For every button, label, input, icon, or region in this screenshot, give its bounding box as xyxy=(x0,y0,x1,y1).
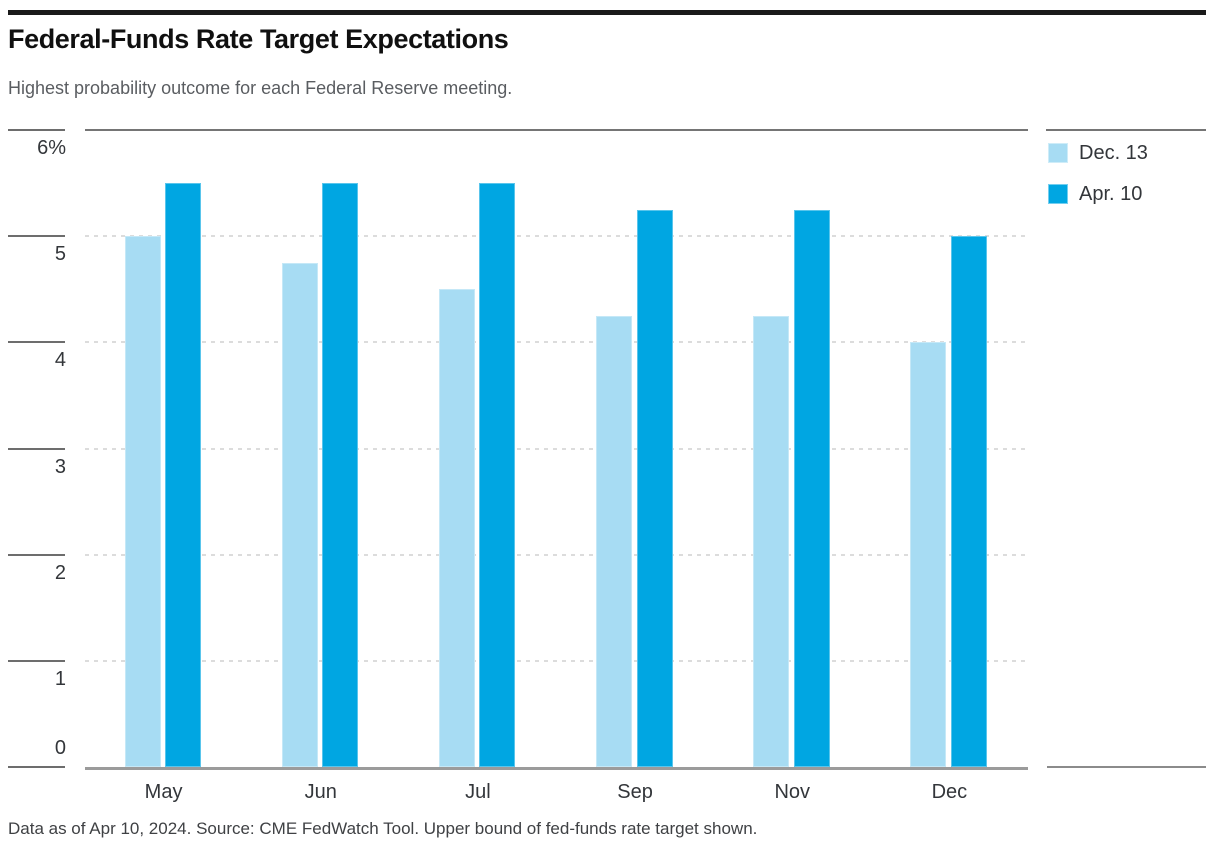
chart-title: Federal-Funds Rate Target Expectations xyxy=(8,24,509,54)
bar-dec13-jul xyxy=(438,289,475,767)
legend-top-rule xyxy=(1046,129,1206,131)
y-tick-label-5: 5 xyxy=(54,243,66,266)
bar-dec13-dec xyxy=(910,342,947,767)
y-tick-label-1: 1 xyxy=(54,667,66,690)
x-axis-label-jun: Jun xyxy=(304,781,337,803)
y-tick-label-0: 0 xyxy=(54,737,66,759)
legend-item-dec13: Dec. 13 xyxy=(1048,142,1148,164)
legend-swatch-dec13 xyxy=(1048,143,1068,163)
x-axis-label-may: May xyxy=(144,781,183,803)
y-tick-4 xyxy=(8,341,65,344)
bar-dec13-sep xyxy=(596,315,633,767)
source-note: Data as of Apr 10, 2024. Source: CME Fed… xyxy=(8,819,758,838)
bar-apr10-may xyxy=(165,183,202,767)
y-tick-label-6: 6% xyxy=(37,137,66,159)
y-tick-5 xyxy=(8,235,65,238)
legend-item-apr10: Apr. 10 xyxy=(1048,183,1142,205)
chart-subtitle: Highest probability outcome for each Fed… xyxy=(8,78,513,98)
y-tick-2 xyxy=(8,553,65,556)
gridline-1 xyxy=(85,659,1028,662)
bar-apr10-nov xyxy=(793,209,830,767)
bar-apr10-jul xyxy=(479,183,516,767)
y-tick-label-3: 3 xyxy=(54,455,66,478)
y-tick-3 xyxy=(8,447,65,450)
x-axis-label-nov: Nov xyxy=(774,781,811,803)
y-tick-6 xyxy=(8,129,65,131)
gridline-2 xyxy=(85,553,1028,556)
legend-label-dec13: Dec. 13 xyxy=(1079,141,1148,164)
gridline-4 xyxy=(85,341,1028,344)
bar-dec13-may xyxy=(124,236,161,767)
legend-bottom-rule xyxy=(1047,766,1206,768)
legend-swatch-apr10 xyxy=(1048,184,1068,204)
x-axis-label-dec: Dec xyxy=(931,781,968,803)
bar-apr10-dec xyxy=(950,236,987,767)
x-axis-label-jul: Jul xyxy=(465,781,491,803)
y-tick-label-2: 2 xyxy=(54,561,66,584)
x-axis-label-sep: Sep xyxy=(617,781,653,803)
top-rule xyxy=(8,10,1206,15)
y-tick-label-4: 4 xyxy=(54,349,66,372)
x-axis-baseline xyxy=(85,767,1028,770)
bar-apr10-sep xyxy=(636,209,673,767)
gridline-5 xyxy=(85,235,1028,238)
legend-label-apr10: Apr. 10 xyxy=(1079,182,1143,205)
bar-dec13-jun xyxy=(281,262,318,767)
bar-apr10-jun xyxy=(322,183,359,767)
bar-dec13-nov xyxy=(753,315,790,767)
y-tick-1 xyxy=(8,659,65,662)
y-tick-0 xyxy=(8,766,65,768)
gridline-3 xyxy=(85,447,1028,450)
gridline-top xyxy=(85,129,1028,131)
